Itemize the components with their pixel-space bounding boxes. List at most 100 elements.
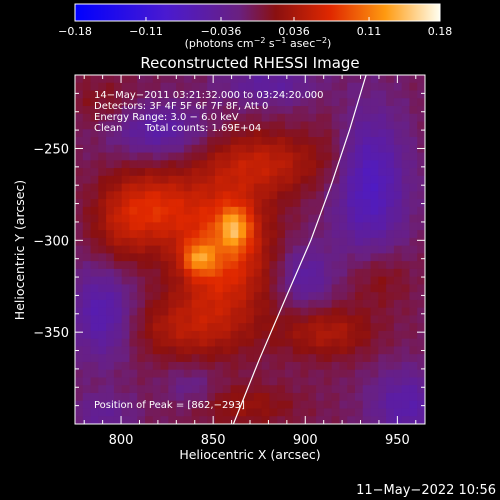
heatmap-cell xyxy=(168,191,177,200)
heatmap-cell xyxy=(176,175,185,185)
heatmap-cell xyxy=(82,354,92,363)
heatmap-cell xyxy=(152,338,162,348)
heatmap-cell xyxy=(82,377,92,386)
heatmap-cell xyxy=(90,377,99,386)
heatmap-cell xyxy=(417,323,425,332)
heatmap-cell xyxy=(152,222,162,231)
heatmap-cell xyxy=(370,144,379,154)
heatmap-cell xyxy=(145,284,154,293)
heatmap-cell xyxy=(316,237,325,247)
heatmap-cell xyxy=(222,292,232,301)
heatmap-cell xyxy=(168,137,177,146)
heatmap-cell xyxy=(183,400,193,410)
heatmap-cell xyxy=(75,299,84,309)
heatmap-cell xyxy=(292,261,302,270)
heatmap-cell xyxy=(393,377,403,386)
heatmap-cell xyxy=(230,152,239,161)
heatmap-cell xyxy=(277,237,286,247)
heatmap-cell xyxy=(347,369,356,379)
heatmap-cell xyxy=(215,199,224,208)
heatmap-cell xyxy=(90,113,99,123)
heatmap-cell xyxy=(145,214,154,223)
heatmap-cell xyxy=(386,137,395,146)
heatmap-cell xyxy=(253,152,263,161)
heatmap-cell xyxy=(370,261,379,270)
heatmap-cell xyxy=(129,346,138,355)
heatmap-cell xyxy=(339,183,348,192)
heatmap-cell xyxy=(378,261,387,270)
heatmap-cell xyxy=(277,222,286,231)
heatmap-cell xyxy=(409,106,418,115)
heatmap-cell xyxy=(215,369,224,379)
heatmap-cell xyxy=(277,377,286,386)
heatmap-cell xyxy=(137,307,146,317)
heatmap-cell xyxy=(393,245,403,254)
heatmap-cell xyxy=(370,315,379,324)
heatmap-cell xyxy=(285,230,294,239)
heatmap-cell xyxy=(393,230,403,239)
heatmap-cell xyxy=(300,385,309,394)
heatmap-cell xyxy=(292,245,302,254)
heatmap-cell xyxy=(246,230,255,239)
heatmap-cell xyxy=(238,253,247,262)
heatmap-cell xyxy=(339,75,348,84)
heatmap-cell xyxy=(370,152,379,161)
heatmap-cell xyxy=(386,330,395,340)
heatmap-cell xyxy=(277,416,286,424)
heatmap-cell xyxy=(331,82,341,92)
heatmap-cell xyxy=(347,377,356,386)
heatmap-cell xyxy=(401,129,411,138)
heatmap-cell xyxy=(215,98,224,107)
heatmap-cell xyxy=(378,237,387,247)
heatmap-cell xyxy=(261,299,271,309)
heatmap-cell xyxy=(393,307,403,317)
heatmap-cell xyxy=(362,90,372,99)
heatmap-cell xyxy=(269,237,278,247)
heatmap-cell xyxy=(183,361,193,371)
heatmap-cell xyxy=(82,160,92,169)
heatmap-cell xyxy=(378,284,387,293)
heatmap-cell xyxy=(308,206,317,216)
heatmap-cell xyxy=(401,377,411,386)
heatmap-cell xyxy=(113,268,123,278)
heatmap-cell xyxy=(222,338,232,348)
heatmap-cell xyxy=(386,253,395,262)
heatmap-cell xyxy=(253,144,263,154)
heatmap-cell xyxy=(269,369,278,379)
heatmap-cell xyxy=(129,354,138,363)
heatmap-cell xyxy=(362,199,372,208)
heatmap-cell xyxy=(386,214,395,223)
heatmap-cell xyxy=(308,338,317,348)
heatmap-cell xyxy=(253,400,263,410)
heatmap-cell xyxy=(246,361,255,371)
heatmap-cell xyxy=(145,292,154,301)
heatmap-cell xyxy=(215,113,224,123)
heatmap-cell xyxy=(308,361,317,371)
heatmap-cell xyxy=(191,82,201,92)
heatmap-cell xyxy=(222,82,232,92)
heatmap-cell xyxy=(355,230,364,239)
heatmap-cell xyxy=(316,199,325,208)
heatmap-cell xyxy=(370,284,379,293)
heatmap-cell xyxy=(75,400,84,410)
heatmap-cell xyxy=(113,82,123,92)
heatmap-cell xyxy=(168,199,177,208)
heatmap-cell xyxy=(300,284,309,293)
heatmap-cell xyxy=(370,82,379,92)
heatmap-cell xyxy=(393,113,403,123)
heatmap-cell xyxy=(82,408,92,417)
heatmap-cell xyxy=(152,307,162,317)
heatmap-cell xyxy=(370,276,379,285)
heatmap-cell xyxy=(339,245,348,254)
heatmap-cell xyxy=(277,230,286,239)
heatmap-cell xyxy=(401,214,411,223)
heatmap-cell xyxy=(355,354,364,363)
heatmap-cell xyxy=(222,75,232,84)
heatmap-cell xyxy=(323,214,333,223)
heatmap-cell xyxy=(269,346,278,355)
heatmap-cell xyxy=(370,323,379,332)
heatmap-cell xyxy=(269,175,278,185)
heatmap-cell xyxy=(183,385,193,394)
heatmap-cell xyxy=(98,121,107,130)
heatmap-cell xyxy=(176,253,185,262)
